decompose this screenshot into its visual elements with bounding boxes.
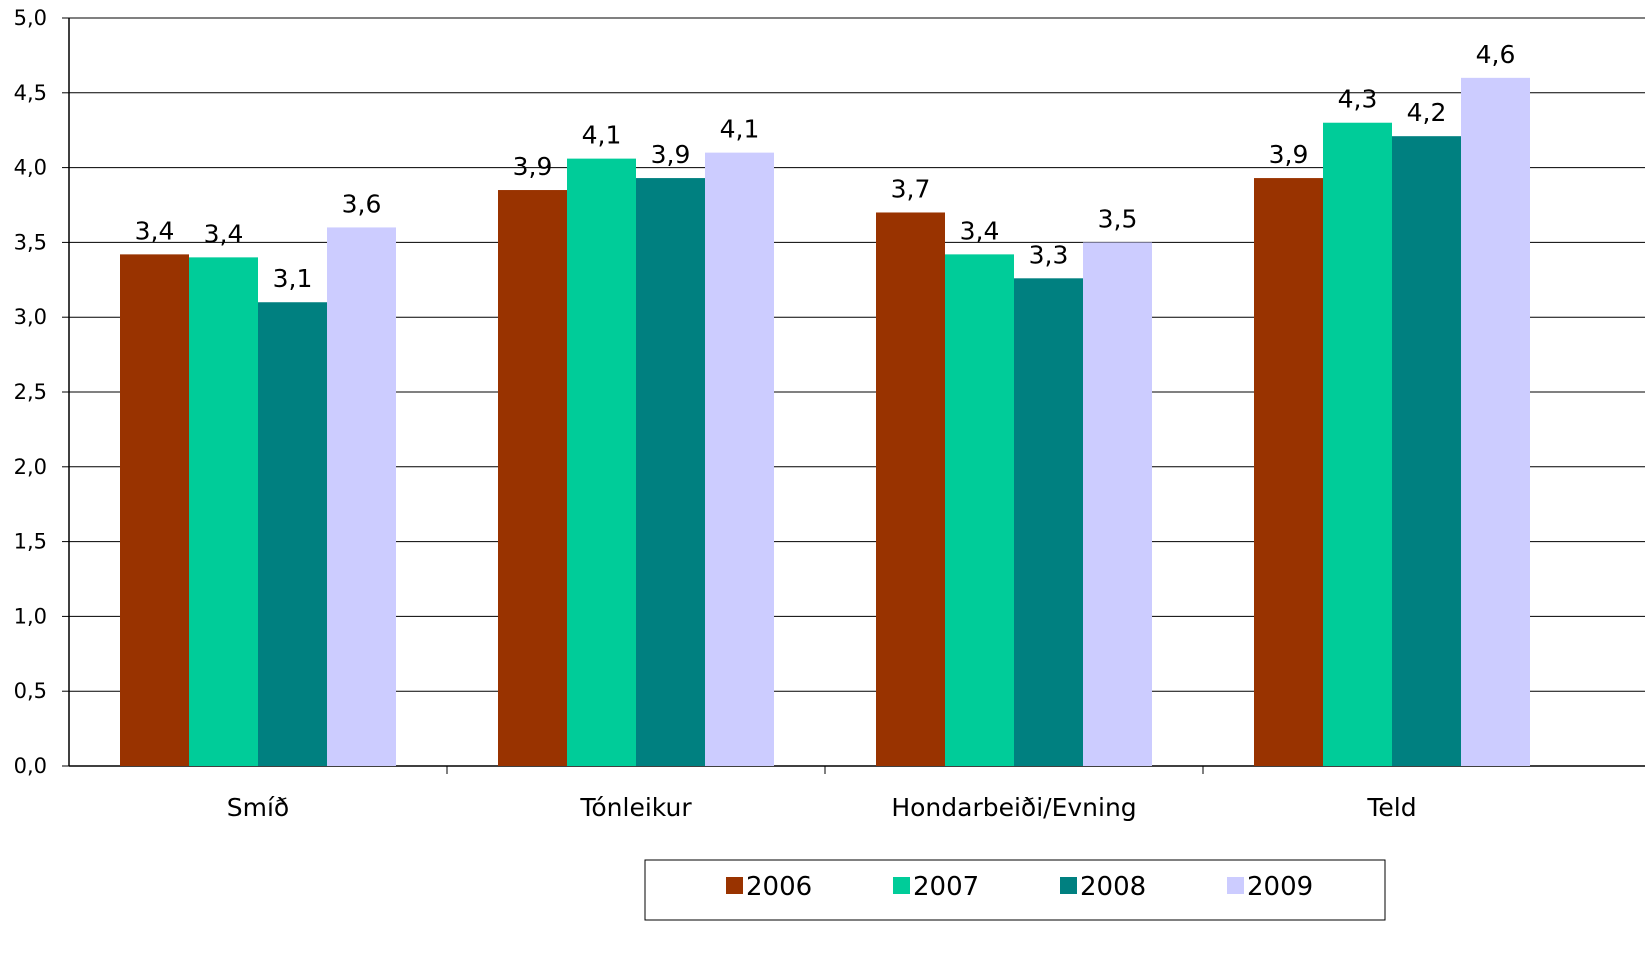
bar (189, 257, 258, 766)
legend-box (644, 859, 1386, 921)
x-category-label: Tónleikur (579, 793, 692, 822)
bar (120, 254, 189, 767)
bar (1083, 242, 1152, 766)
bar (705, 152, 774, 766)
legend-swatch (1227, 877, 1244, 894)
y-tick-label: 4,0 (14, 156, 47, 180)
bar (1461, 77, 1530, 767)
data-label: 3,7 (891, 174, 931, 203)
y-tick-label: 2,0 (14, 455, 47, 479)
bar (258, 302, 327, 766)
data-label: 3,9 (1269, 140, 1309, 169)
data-label: 4,3 (1338, 85, 1378, 114)
data-label: 3,4 (135, 216, 175, 245)
data-label: 3,6 (342, 189, 382, 218)
y-tick-label: 1,5 (14, 530, 47, 554)
bar (636, 178, 705, 766)
bar (567, 158, 636, 766)
legend-label: 2009 (1247, 872, 1313, 902)
data-label: 3,3 (1029, 240, 1069, 269)
x-category-label: Smíð (227, 793, 289, 822)
legend-swatch (893, 877, 910, 894)
y-tick-label: 3,5 (14, 230, 47, 254)
y-tick-label: 0,0 (14, 754, 47, 778)
data-label: 4,6 (1476, 40, 1516, 69)
data-label: 4,1 (582, 121, 622, 150)
y-tick-label: 4,5 (14, 81, 47, 105)
y-tick-label: 3,0 (14, 305, 47, 329)
bar (945, 254, 1014, 767)
bar (1254, 178, 1323, 766)
data-label: 4,2 (1407, 98, 1447, 127)
bar (1392, 136, 1461, 766)
data-label: 3,9 (651, 140, 691, 169)
y-tick-label: 1,0 (14, 604, 47, 628)
bar (1323, 122, 1392, 767)
data-label: 3,5 (1098, 204, 1138, 233)
y-tick-label: 0,5 (14, 679, 47, 703)
bar (498, 190, 567, 767)
legend-swatch (1060, 877, 1077, 894)
data-label: 3,9 (513, 152, 553, 181)
data-label: 3,1 (273, 264, 313, 293)
y-tick-label: 2,5 (14, 380, 47, 404)
legend-label: 2008 (1080, 872, 1146, 902)
bar (876, 212, 945, 767)
legend-label: 2006 (746, 872, 812, 902)
bar (327, 227, 396, 766)
legend-label: 2007 (913, 872, 979, 902)
x-category-label: Hondarbeiði/Evning (891, 793, 1136, 822)
data-label: 3,4 (204, 219, 244, 248)
data-label: 3,4 (960, 216, 1000, 245)
bar (1014, 278, 1083, 766)
x-category-label: Teld (1366, 793, 1416, 822)
legend-swatch (726, 877, 743, 894)
y-tick-label: 5,0 (14, 6, 47, 30)
data-label: 4,1 (720, 115, 760, 144)
